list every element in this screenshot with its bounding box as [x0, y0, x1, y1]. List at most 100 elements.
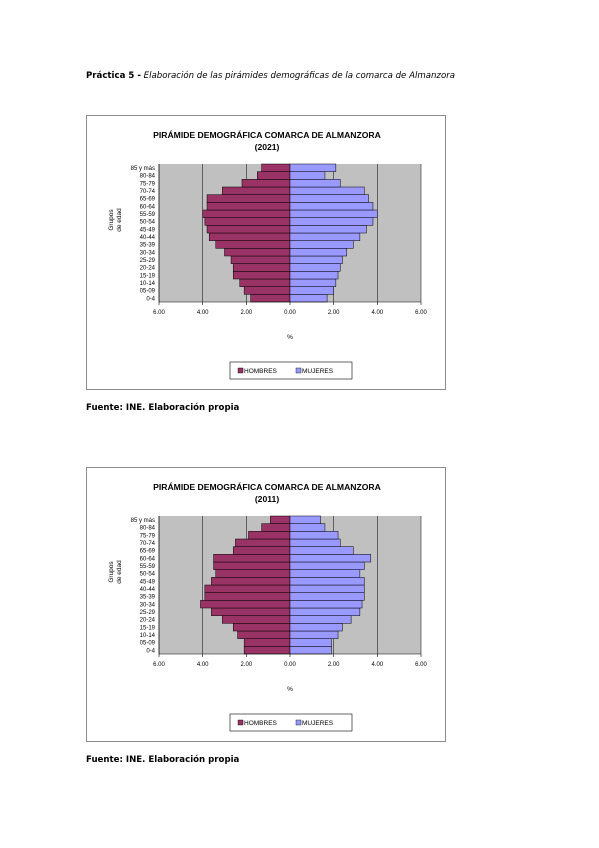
- x-tick-label: 2.00: [328, 662, 340, 668]
- x-tick-label: 2.00: [328, 310, 340, 316]
- bar-hombres: [235, 538, 291, 547]
- legend-swatch-hombres: [237, 367, 244, 374]
- bar-mujeres: [289, 630, 339, 639]
- legend-box: [229, 713, 353, 732]
- bar-mujeres: [289, 554, 372, 563]
- bar-mujeres: [289, 523, 326, 532]
- y-tick-label: 25-29: [140, 258, 156, 264]
- legend-label-mujeres: MUJERES: [302, 720, 334, 727]
- legend-box: [229, 361, 353, 380]
- bar-hombres: [211, 577, 291, 586]
- y-tick-label: 60-64: [140, 204, 156, 210]
- y-axis-label: Gruposde edad: [108, 208, 123, 232]
- y-tick-label: 40-44: [140, 235, 156, 241]
- bar-mujeres: [289, 232, 361, 241]
- x-tick-label: 4.00: [197, 662, 209, 668]
- x-tick-label: 2.00: [240, 310, 252, 316]
- source-note: Fuente: INE. Elaboración propia: [86, 755, 240, 765]
- y-tick-label: 45-49: [140, 579, 156, 585]
- bar-mujeres: [289, 592, 365, 601]
- y-tick-label: 65-69: [140, 197, 156, 203]
- bar-hombres: [206, 225, 291, 234]
- bar-hombres: [206, 194, 291, 203]
- y-tick-label: 60-64: [140, 556, 156, 562]
- y-tick-label: 30-34: [140, 602, 156, 608]
- bar-mujeres: [289, 615, 352, 624]
- bar-hombres: [202, 209, 291, 218]
- y-axis-label: Gruposde edad: [108, 560, 123, 584]
- bar-hombres: [230, 255, 291, 264]
- bar-mujeres: [289, 217, 374, 226]
- bar-mujeres: [289, 186, 365, 195]
- bar-mujeres: [289, 179, 341, 188]
- y-tick-label: 15-19: [140, 273, 156, 279]
- bar-mujeres: [289, 225, 367, 234]
- bar-hombres: [206, 202, 291, 211]
- bar-hombres: [243, 638, 291, 647]
- bar-hombres: [250, 294, 291, 303]
- x-tick-label: 4.00: [197, 310, 209, 316]
- x-tick-label: 0.00: [284, 310, 296, 316]
- y-tick-label: 55-59: [140, 212, 156, 218]
- legend-label-hombres: HOMBRES: [244, 720, 278, 727]
- y-tick-label: 55-59: [140, 564, 156, 570]
- bar-hombres: [222, 186, 291, 195]
- bar-hombres: [200, 600, 291, 609]
- pyramid-svg-2021: PIRÁMIDE DEMOGRÁFICA COMARCA DE ALMANZOR…: [108, 130, 427, 380]
- y-tick-label: 10-14: [140, 281, 156, 287]
- bar-mujeres: [289, 577, 365, 586]
- bar-hombres: [204, 592, 291, 601]
- y-tick-label: 50-54: [140, 572, 156, 578]
- bar-mujeres: [289, 646, 332, 655]
- y-tick-label: 25-29: [140, 610, 156, 616]
- bar-hombres: [261, 163, 291, 172]
- y-tick-label: 20-24: [140, 266, 156, 272]
- bar-hombres: [215, 569, 291, 578]
- pyramid-chart-2011: PIRÁMIDE DEMOGRÁFICA COMARCA DE ALMANZOR…: [86, 467, 446, 742]
- pyramid-chart-2021: PIRÁMIDE DEMOGRÁFICA COMARCA DE ALMANZOR…: [86, 115, 446, 390]
- bar-hombres: [213, 561, 291, 570]
- bar-hombres: [232, 263, 291, 272]
- bar-hombres: [232, 546, 291, 555]
- y-tick-label: 70-74: [140, 541, 156, 547]
- bar-mujeres: [289, 569, 361, 578]
- bar-mujeres: [289, 248, 348, 257]
- bar-mujeres: [289, 171, 326, 180]
- y-tick-label: 50-54: [140, 220, 156, 226]
- bar-mujeres: [289, 294, 328, 303]
- bar-hombres: [208, 232, 291, 241]
- chart-title: PIRÁMIDE DEMOGRÁFICA COMARCA DE ALMANZOR…: [153, 482, 381, 492]
- bar-hombres: [261, 523, 291, 532]
- bar-mujeres: [289, 278, 337, 287]
- bar-mujeres: [289, 515, 321, 524]
- y-tick-label: 35-39: [140, 595, 156, 601]
- y-tick-label: 80-84: [140, 526, 156, 532]
- bar-mujeres: [289, 209, 378, 218]
- legend-swatch-mujeres: [295, 367, 302, 374]
- x-axis-label: %: [287, 686, 293, 693]
- bar-hombres: [215, 240, 291, 249]
- bar-hombres: [232, 623, 291, 632]
- bar-mujeres: [289, 531, 339, 540]
- bar-mujeres: [289, 202, 374, 211]
- legend-label-hombres: HOMBRES: [244, 368, 278, 375]
- y-tick-label: 70-74: [140, 189, 156, 195]
- bar-hombres: [270, 515, 291, 524]
- y-tick-label: 10-14: [140, 633, 156, 639]
- bar-mujeres: [289, 271, 339, 280]
- bar-mujeres: [289, 255, 343, 264]
- x-tick-label: 6.00: [153, 662, 165, 668]
- bar-mujeres: [289, 286, 334, 295]
- bar-hombres: [248, 531, 291, 540]
- bar-hombres: [224, 248, 291, 257]
- chart-title: PIRÁMIDE DEMOGRÁFICA COMARCA DE ALMANZOR…: [153, 130, 381, 140]
- legend-swatch-hombres: [237, 719, 244, 726]
- bar-hombres: [239, 278, 291, 287]
- y-tick-label: 05-09: [140, 641, 156, 647]
- source-note: Fuente: INE. Elaboración propia: [86, 403, 240, 413]
- bar-hombres: [204, 217, 291, 226]
- x-tick-label: 2.00: [240, 662, 252, 668]
- x-tick-label: 6.00: [415, 310, 427, 316]
- bar-mujeres: [289, 607, 361, 616]
- y-tick-label: 75-79: [140, 533, 156, 539]
